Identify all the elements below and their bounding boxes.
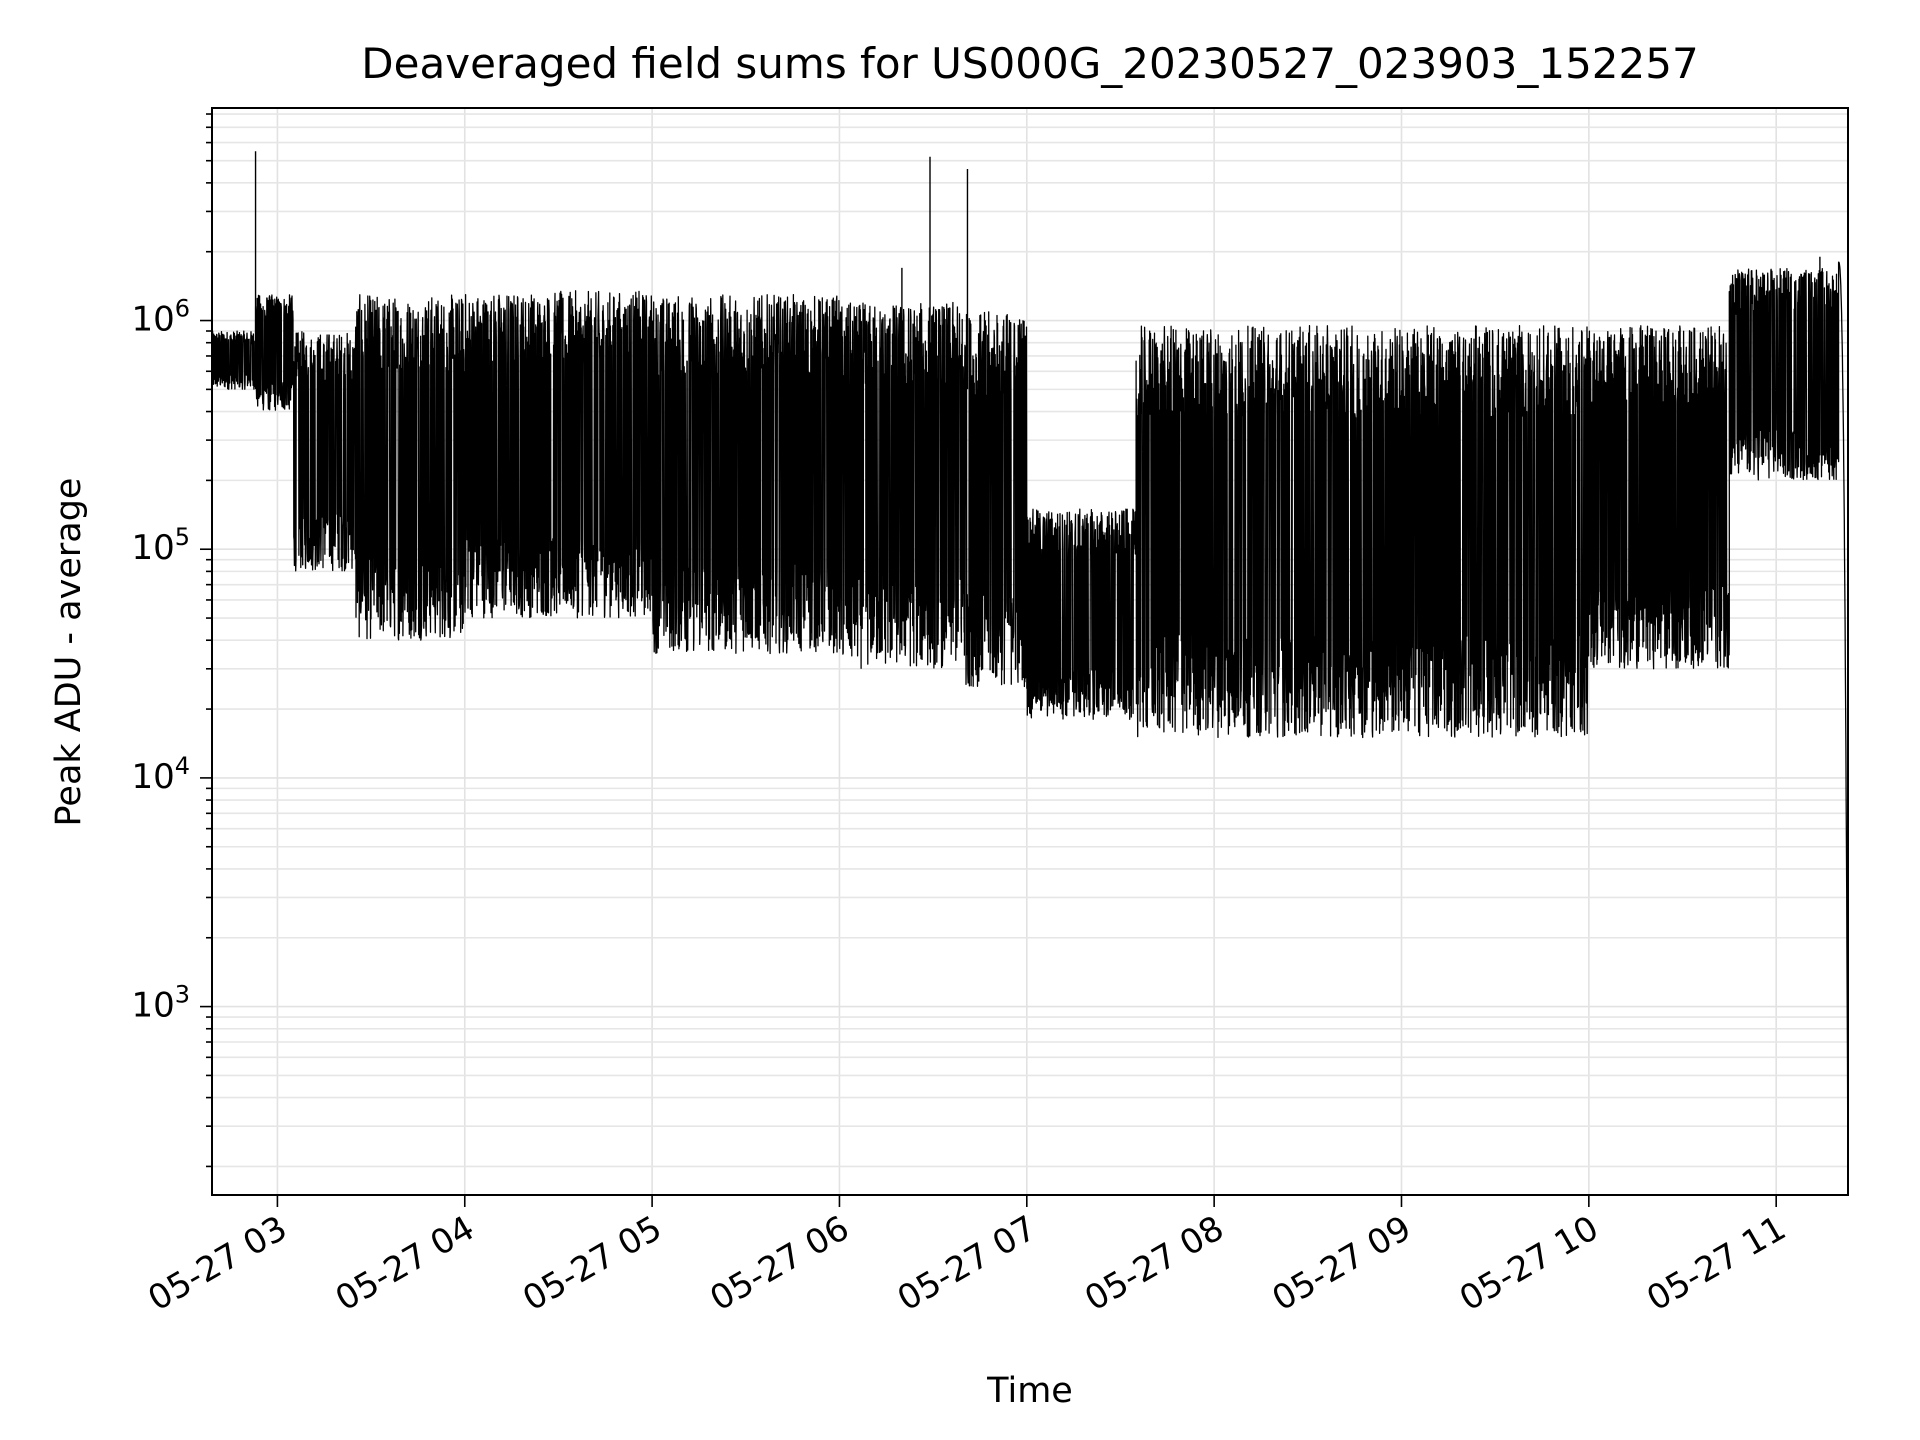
data-layer	[211, 151, 1849, 1189]
chart-title: Deaveraged field sums for US000G_2023052…	[361, 39, 1698, 88]
plot-frame	[211, 107, 1849, 1196]
y-tick-label: 104	[131, 752, 190, 797]
y-tick-label: 106	[131, 295, 190, 340]
data-series-line	[211, 261, 1849, 1189]
x-axis-label: Time	[986, 1371, 1073, 1411]
y-tick-label: 103	[131, 981, 190, 1026]
y-tick-label: 105	[131, 523, 190, 568]
y-axis-label: Peak ADU - average	[49, 478, 89, 827]
